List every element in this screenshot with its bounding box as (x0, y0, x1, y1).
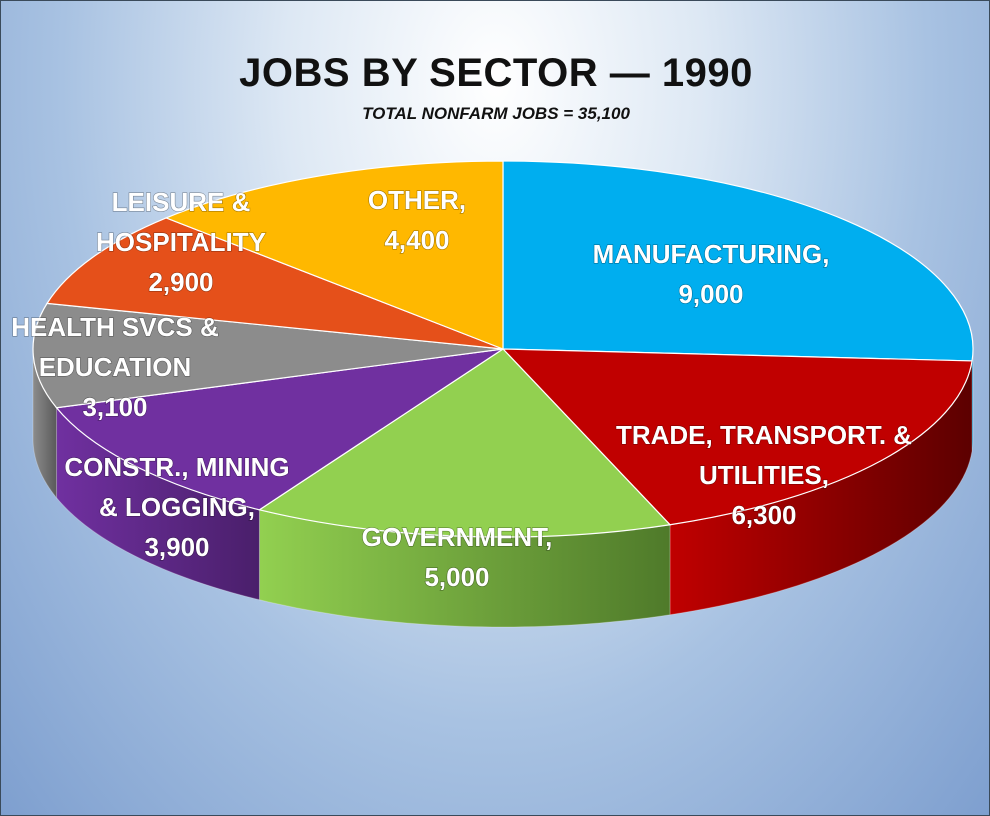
chart-title: JOBS BY SECTOR — 1990 (239, 51, 753, 95)
slice-label-leisure-hospitality: LEISURE & HOSPITALITY 2,900 (96, 187, 266, 297)
slice-label-line: 5,000 (424, 562, 489, 592)
pie-slice-trade-transport-utilities (501, 348, 973, 526)
pie-slice-health-svcs-education (32, 302, 504, 409)
slice-label-health-svcs-education: HEALTH SVCS & EDUCATION 3,100 (11, 312, 219, 422)
chart-subtitle: TOTAL NONFARM JOBS = 35,100 (362, 104, 630, 123)
pie-slice-government (257, 348, 672, 538)
slice-label-line: CONSTR., MINING (64, 452, 289, 482)
slice-label-trade-transport-utilities: TRADE, TRANSPORT. & UTILITIES, 6,300 (616, 420, 912, 530)
slice-label-line: 3,100 (82, 392, 147, 422)
pie-slice-other (164, 160, 504, 350)
slice-label-line: & LOGGING, (99, 492, 255, 522)
slice-label-line: 4,400 (384, 225, 449, 255)
pie-slice-leisure-hospitality (46, 217, 504, 350)
slice-label-line: LEISURE & (112, 187, 251, 217)
slice-label-constr-mining-logging: CONSTR., MINING & LOGGING, 3,900 (64, 452, 289, 562)
slice-label-government: GOVERNMENT, 5,000 (362, 522, 553, 592)
slice-label-line: 9,000 (678, 279, 743, 309)
pie-tops (32, 160, 974, 538)
slice-label-other: OTHER, 4,400 (368, 185, 466, 255)
slice-label-line: MANUFACTURING, (593, 239, 830, 269)
slice-label-line: EDUCATION (39, 352, 192, 382)
slice-label-line: 2,900 (148, 267, 213, 297)
slice-label-line: HEALTH SVCS & (11, 312, 219, 342)
slice-label-manufacturing: MANUFACTURING, 9,000 (593, 239, 830, 309)
slice-label-line: OTHER, (368, 185, 466, 215)
slice-label-line: UTILITIES, (699, 460, 829, 490)
pie-labels: MANUFACTURING, 9,000 TRADE, TRANSPORT. & UT… (11, 184, 913, 592)
slice-label-line: TRADE, TRANSPORT. & (616, 420, 912, 450)
slice-label-line: GOVERNMENT, (362, 522, 553, 552)
slice-label-line: 3,900 (144, 532, 209, 562)
slice-label-line: HOSPITALITY (96, 227, 266, 257)
slice-label-line: 6,300 (731, 500, 796, 530)
pie-slice-manufacturing (502, 160, 974, 362)
pie-sides (32, 348, 974, 628)
pie-slice-constr-mining-logging (55, 348, 504, 511)
